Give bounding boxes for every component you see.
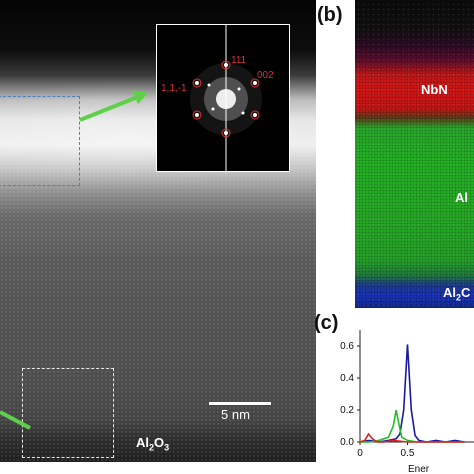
y-tick-label: 0.0 bbox=[340, 437, 354, 448]
scale-bar-label: 5 nm bbox=[221, 407, 250, 422]
eds-map: NbN Al Al2C bbox=[355, 0, 474, 308]
arrow-head-fft-icon bbox=[132, 90, 148, 104]
arrow-substrate-icon bbox=[0, 410, 31, 430]
spectrum-series-line-2 bbox=[359, 432, 465, 443]
eds-speckle bbox=[355, 0, 474, 308]
roi-box-substrate bbox=[22, 368, 114, 458]
fft-pattern bbox=[190, 25, 262, 173]
scale-bar bbox=[209, 402, 271, 405]
substrate-label: Al2O3 bbox=[136, 435, 170, 453]
fft-inset: 111 002 1,1,-1 bbox=[156, 24, 290, 173]
y-tick-label: 0.6 bbox=[340, 341, 354, 352]
x-tick-label: 0.5 bbox=[401, 448, 415, 459]
eds-spectrum-chart: 0.0 0.2 0.4 0.6 0 0.5 Ener bbox=[340, 330, 474, 474]
arrow-overlay bbox=[0, 90, 148, 430]
spectrum-axis-frame bbox=[359, 330, 474, 443]
spectrum-series-line-0 bbox=[359, 344, 465, 443]
arrow-to-fft-icon bbox=[79, 94, 141, 122]
fft-label-111: 111 bbox=[231, 55, 247, 66]
fft-label-002: 002 bbox=[257, 70, 274, 81]
spectrum-xlabel: Ener bbox=[408, 464, 430, 474]
y-tick-label: 0.4 bbox=[340, 373, 354, 384]
y-tick-label: 0.2 bbox=[340, 405, 354, 416]
roi-box-nbn bbox=[0, 96, 80, 186]
layer-label-al: Al bbox=[455, 190, 468, 205]
layer-label-al2o3: Al2C bbox=[443, 285, 471, 303]
panel-c-label: (c) bbox=[314, 312, 339, 334]
lattice-texture bbox=[0, 150, 316, 462]
tem-image: 111 002 1,1,-1 5 nm Al2O3 bbox=[0, 0, 316, 462]
spectrum-lines bbox=[359, 344, 465, 443]
panel-b-label: (b) bbox=[317, 4, 343, 26]
x-tick-label: 0 bbox=[357, 448, 363, 459]
fft-label-11-1: 1,1,-1 bbox=[161, 83, 187, 94]
layer-label-nbn: NbN bbox=[421, 82, 448, 97]
